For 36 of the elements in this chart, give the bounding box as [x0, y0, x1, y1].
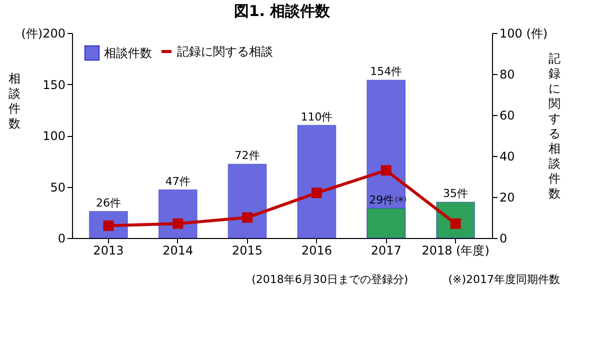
text: (※)2017年度同期件数 — [448, 272, 560, 287]
point — [172, 218, 184, 229]
x-tick-label: 2016 — [301, 244, 332, 258]
y2-tick-label: 80 — [500, 68, 515, 82]
y-tick-label: 150 — [42, 78, 66, 92]
y2-tick-label: 20 — [500, 190, 515, 204]
legend-label: 記録に関する相談 — [177, 44, 273, 58]
y2-tick-label: 100 (件) — [500, 26, 548, 40]
data-label: 26件 — [96, 196, 121, 210]
data-label: 47件 — [165, 174, 190, 188]
chart-title: 図1. 相談件数 — [234, 2, 332, 20]
y-tick-label: 100 — [42, 129, 66, 143]
point — [311, 188, 322, 198]
y-tick-label: 50 — [50, 180, 66, 194]
y2-tick-label: 60 — [500, 108, 515, 122]
data-label: 110件 — [300, 110, 333, 124]
bar — [228, 164, 267, 238]
y2-tick-label: 40 — [500, 150, 515, 164]
x-tick-label: 2013 — [93, 244, 124, 258]
bar — [297, 124, 336, 238]
y2-tick-label: 0 — [500, 232, 508, 246]
point — [242, 212, 253, 223]
x-tick-label: 2014 — [162, 244, 194, 258]
y-axis-title: 相談件数 — [8, 72, 20, 130]
data-label: 154件 — [370, 65, 402, 78]
point — [380, 165, 392, 176]
y-tick-label: (件)200 — [21, 26, 66, 40]
text: 記録に関する相談件数 — [548, 52, 560, 200]
legend-label: 相談件数 — [104, 46, 152, 60]
text: (2018年6月30日までの登録分) — [252, 272, 408, 287]
data-label: 35件 — [443, 187, 468, 200]
x-tick-label: 2018 (年度) — [422, 244, 490, 258]
data-label: 72件 — [234, 149, 260, 162]
x-tick-label: 2015 — [232, 244, 263, 258]
x-tick-label: 2017 — [370, 244, 402, 258]
y-tick-label: 0 — [58, 232, 66, 246]
